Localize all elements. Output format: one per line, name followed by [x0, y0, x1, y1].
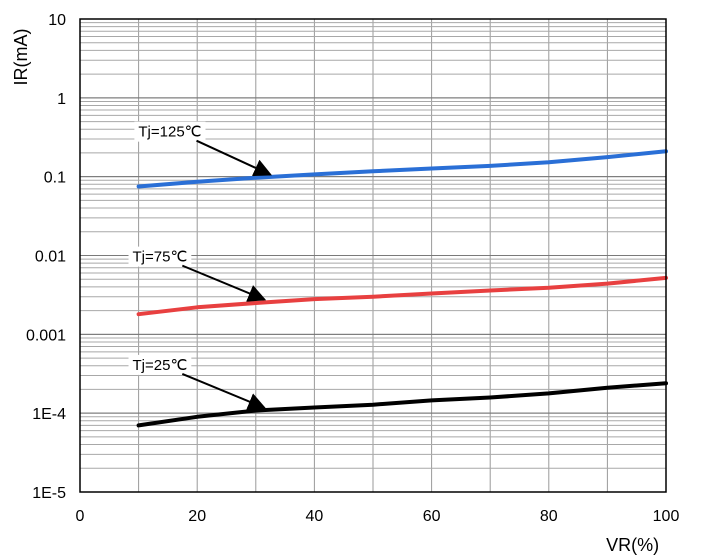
y-tick-label: 1E-4	[32, 406, 66, 423]
y-tick-label: 0.001	[26, 327, 66, 344]
grid	[80, 18, 666, 493]
annotation-arrow	[181, 372, 267, 411]
y-tick-label: 1	[57, 91, 66, 108]
x-tick-label: 80	[540, 508, 558, 525]
y-tick-label: 1E-5	[32, 485, 66, 502]
y-tick-label: 0.01	[35, 249, 66, 266]
y-tick-label: 0.1	[44, 170, 66, 187]
x-axis-title: VR(%)	[606, 535, 659, 555]
annotation-arrow	[196, 139, 273, 177]
x-tick-label: 60	[423, 508, 441, 525]
annotation-arrow	[181, 264, 267, 302]
series-line	[136, 149, 668, 189]
annotation-box	[128, 246, 192, 267]
series-line	[136, 275, 668, 317]
annotation-label: Tj=125℃	[138, 124, 201, 141]
x-tick-label: 20	[188, 508, 206, 525]
y-tick-label: 10	[48, 12, 66, 29]
plot-frame	[79, 18, 667, 493]
tick-labels: 0 20 40 60 80 100 1E-5 1E-4 0.001 0.01 0.1 1 10	[26, 12, 679, 525]
annotations: Tj=125℃ Tj=75℃ Tj=25℃	[128, 121, 273, 411]
annotation-box	[134, 121, 206, 142]
x-tick-label: 100	[653, 508, 680, 525]
annotation-label: Tj=75℃	[133, 249, 188, 266]
x-tick-label: 0	[76, 508, 85, 525]
annotation-box	[128, 354, 192, 375]
series-group	[136, 149, 668, 428]
annotation-label: Tj=25℃	[133, 357, 188, 374]
series-line	[136, 381, 668, 428]
y-axis-title: IR(mA)	[11, 29, 31, 86]
x-tick-label: 40	[306, 508, 324, 525]
